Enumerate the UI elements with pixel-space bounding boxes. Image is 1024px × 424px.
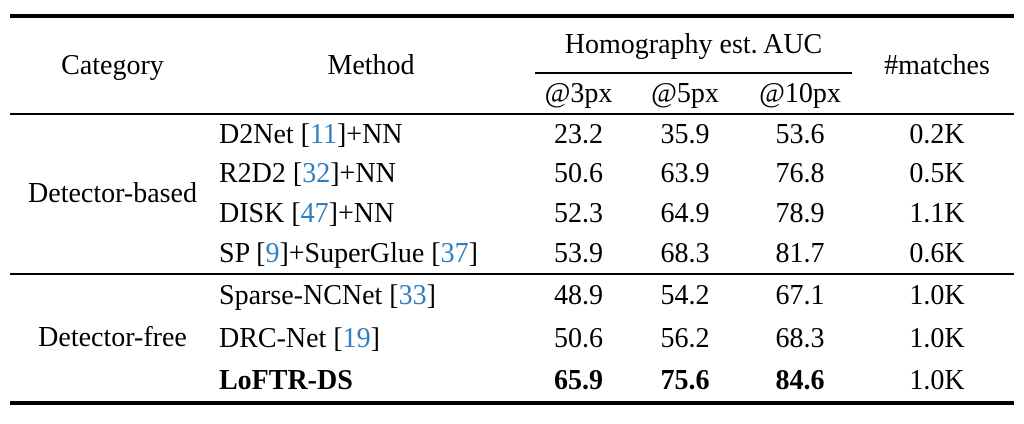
matches-cell: 1.0K xyxy=(909,364,965,396)
matches-cell: 1.0K xyxy=(909,280,965,311)
auc-3px-cell: 48.9 xyxy=(554,280,603,311)
header-method: Method xyxy=(327,49,415,81)
results-table: Category Method Homography est. AUC #mat… xyxy=(10,14,1015,405)
method-text: ] xyxy=(370,322,380,354)
header-auc-group: Homography est. AUC xyxy=(527,16,860,74)
auc-3px-cell: 23.2 xyxy=(554,118,603,150)
category-cell: Detector-based xyxy=(28,178,197,209)
auc-5px-cell: 75.6 xyxy=(660,364,710,396)
auc-5px-cell: 64.9 xyxy=(660,198,710,229)
matches-cell: 0.5K xyxy=(909,158,965,189)
header-auc-group-label: Homography est. AUC xyxy=(564,29,823,60)
method-text: DISK [ xyxy=(219,198,301,229)
category-cell: Detector-free xyxy=(38,322,187,353)
matches-cell: 0.2K xyxy=(909,118,965,150)
method-text: ] xyxy=(426,280,436,311)
method-text: ] xyxy=(468,237,478,269)
header-auc-10px: @10px xyxy=(759,77,841,109)
method-cell: R2D2 [32]+NN xyxy=(215,154,527,194)
auc-10px-cell: 68.3 xyxy=(775,322,825,354)
header-auc-3px: @3px xyxy=(544,77,613,109)
citation-link[interactable]: 11 xyxy=(309,118,337,150)
matches-cell: 0.6K xyxy=(909,237,965,269)
method-text: SP [ xyxy=(219,237,266,269)
auc-3px-cell: 52.3 xyxy=(554,198,603,229)
method-text: R2D2 [ xyxy=(219,158,303,189)
auc-3px-cell: 50.6 xyxy=(554,322,603,354)
method-text: DRC-Net [ xyxy=(219,322,343,354)
auc-3px-cell: 50.6 xyxy=(554,158,603,189)
auc-10px-cell: 84.6 xyxy=(775,364,825,396)
auc-10px-cell: 67.1 xyxy=(775,280,825,311)
header-category: Category xyxy=(61,49,164,81)
header-matches: #matches xyxy=(884,49,990,81)
method-cell: SP [9]+SuperGlue [37] xyxy=(215,234,527,274)
auc-5px-cell: 54.2 xyxy=(660,280,710,311)
table-row: SP [9]+SuperGlue [37] 53.9 68.3 81.7 0.6K xyxy=(10,234,1014,274)
table-row: R2D2 [32]+NN 50.6 63.9 76.8 0.5K xyxy=(10,154,1014,194)
table-row: LoFTR-DS 65.9 75.6 84.6 1.0K xyxy=(10,360,1014,403)
header-auc-5px: @5px xyxy=(651,77,719,109)
auc-10px-cell: 78.9 xyxy=(775,198,825,229)
method-cell: DRC-Net [19] xyxy=(215,317,527,360)
table-row: Detector-free Sparse-NCNet [33] 48.9 54.2 67… xyxy=(10,274,1014,353)
auc-10px-cell: 53.6 xyxy=(775,118,825,150)
auc-10px-cell: 81.7 xyxy=(775,237,825,269)
citation-link[interactable]: 19 xyxy=(342,322,371,354)
method-text: LoFTR-DS xyxy=(219,364,353,396)
auc-3px-cell: 53.9 xyxy=(554,237,603,269)
table-row: Detector-based D2Net [11]+NN 23.2 35.9 53.6 0… xyxy=(10,114,1014,210)
citation-link[interactable]: 37 xyxy=(440,237,469,269)
method-cell: DISK [47]+NN xyxy=(215,194,527,234)
method-cell: D2Net [11]+NN xyxy=(215,114,527,154)
method-text: ]+NN xyxy=(336,118,403,150)
method-text: Sparse-NCNet [ xyxy=(219,280,399,311)
matches-cell: 1.0K xyxy=(909,322,965,354)
auc-group-underline: Homography est. AUC xyxy=(535,18,853,74)
table-header: Category Method Homography est. AUC #mat… xyxy=(10,16,1015,114)
table-row: DISK [47]+NN 52.3 64.9 78.9 1.1K xyxy=(10,194,1014,234)
method-text: D2Net [ xyxy=(219,118,310,150)
table-row: DRC-Net [19] 50.6 56.2 68.3 1.0K xyxy=(10,317,1014,360)
auc-10px-cell: 76.8 xyxy=(775,158,825,189)
auc-5px-cell: 35.9 xyxy=(660,118,710,150)
matches-cell: 1.1K xyxy=(909,198,965,229)
section-detector-based: Detector-based D2Net [11]+NN 23.2 35.9 53.6 0… xyxy=(10,114,1014,274)
auc-5px-cell: 63.9 xyxy=(660,158,710,189)
citation-link[interactable]: 32 xyxy=(302,158,331,189)
auc-5px-cell: 56.2 xyxy=(660,322,710,354)
method-text: ]+SuperGlue [ xyxy=(279,237,441,269)
section-detector-free: Detector-free Sparse-NCNet [33] 48.9 54.2 67… xyxy=(10,274,1015,403)
citation-link[interactable]: 47 xyxy=(300,198,329,229)
method-text: ]+NN xyxy=(328,198,395,229)
auc-3px-cell: 65.9 xyxy=(554,364,603,396)
method-cell: Sparse-NCNet [33] xyxy=(215,274,527,317)
method-cell: LoFTR-DS xyxy=(215,360,527,403)
method-text: ]+NN xyxy=(330,158,396,189)
citation-link[interactable]: 33 xyxy=(398,280,427,311)
auc-5px-cell: 68.3 xyxy=(660,237,710,269)
citation-link[interactable]: 9 xyxy=(265,237,280,269)
